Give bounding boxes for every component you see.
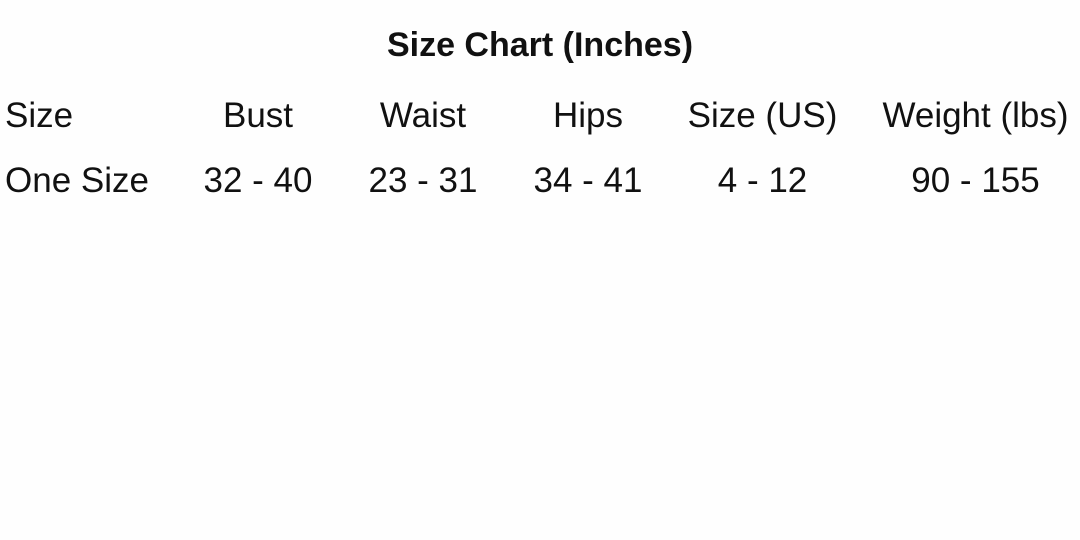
cell-weight: 90 - 155 <box>911 161 1040 200</box>
table-row: One Size 32 - 40 23 - 31 34 - 41 4 - 12 … <box>0 161 1080 205</box>
header-bust: Bust <box>222 96 294 135</box>
table-header-row: Size Bust Waist Hips Size (US) Weight (l… <box>0 96 1080 140</box>
cell-size: One Size <box>5 161 149 200</box>
header-size: Size <box>5 96 74 135</box>
size-chart-title: Size Chart (Inches) <box>386 26 694 64</box>
header-size-us: Size (US) <box>687 96 838 135</box>
cell-size-us: 4 - 12 <box>717 161 808 200</box>
cell-waist: 23 - 31 <box>368 161 478 200</box>
cell-hips: 34 - 41 <box>533 161 643 200</box>
header-weight: Weight (lbs) <box>882 96 1069 135</box>
header-hips: Hips <box>552 96 624 135</box>
cell-bust: 32 - 40 <box>203 161 313 200</box>
header-waist: Waist <box>379 96 467 135</box>
